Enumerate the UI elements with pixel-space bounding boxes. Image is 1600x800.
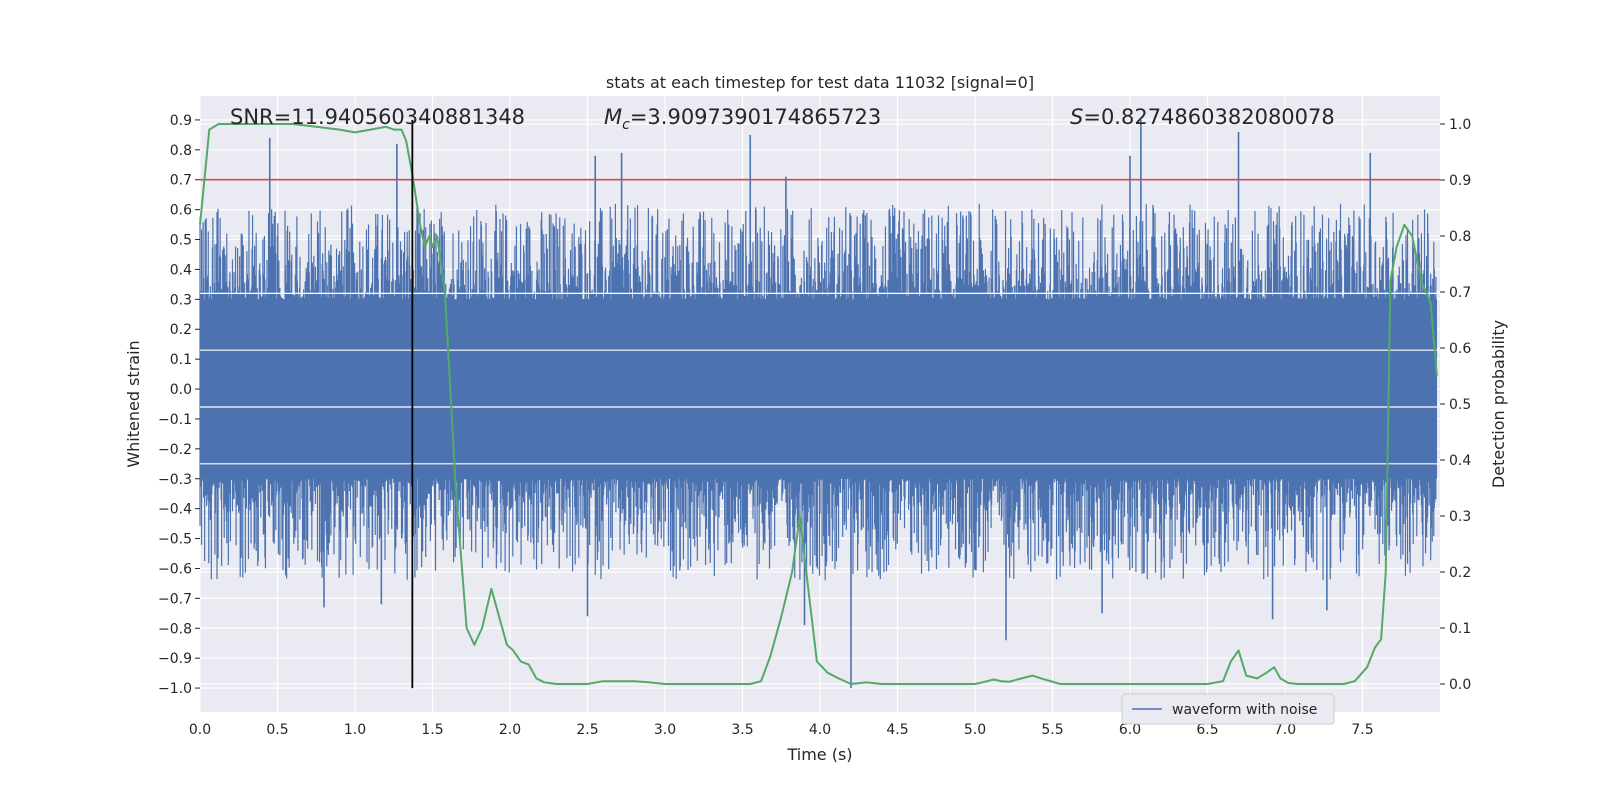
x-tick-label: 2.0 [499,722,521,738]
y-right-tick-label: 0.5 [1449,397,1471,413]
y-left-tick-label: 0.3 [170,292,192,308]
y-left-tick-label: −0.4 [158,502,192,518]
mc-annotation: Mc=3.9097390174865723 [604,105,881,133]
mc-subscript: c [622,117,630,133]
x-tick-label: 3.5 [731,722,753,738]
x-tick-label: 3.0 [654,722,676,738]
y-left-tick-label: 0.0 [170,382,192,398]
y-left-tick-label: −0.1 [158,412,192,428]
y-left-tick-label: 0.9 [170,113,192,129]
y-left-tick-label: −0.7 [158,591,192,607]
x-tick-label: 5.5 [1041,722,1063,738]
y-right-tick-label: 0.1 [1449,621,1471,637]
y-right-tick-label: 1.0 [1449,117,1471,133]
x-axis-ticks: 0.0 0.5 1.0 1.5 2.0 2.5 3.0 3.5 4.0 4.5 5.0 5.5 6.0 6… [189,722,1374,738]
y-left-tick-label: 0.4 [170,262,192,278]
mc-symbol: M [604,105,622,129]
y-left-tick-label: 0.1 [170,352,192,368]
x-tick-label: 1.0 [344,722,366,738]
x-axis-label: Time (s) [786,745,852,764]
waveform-series [199,119,1440,689]
y-right-tick-label: 0.3 [1449,509,1471,525]
y-left-tick-label: −1.0 [158,681,192,697]
snr-annotation: SNR=11.940560340881348 [230,105,525,129]
y-axis-right-ticks: 1.0 0.9 0.8 0.7 0.6 0.5 0.4 0.3 0.2 0.1 0.0 [1440,117,1471,693]
y-right-tick-label: 0.8 [1449,229,1471,245]
detection-probability-series [199,119,1438,689]
y-left-tick-label: 0.7 [170,173,192,189]
y-right-tick-label: 0.7 [1449,285,1471,301]
y-right-tick-label: 0.4 [1449,453,1471,469]
y-right-tick-label: 0.0 [1449,677,1471,693]
y-right-tick-label: 0.6 [1449,341,1471,357]
x-tick-label: 0.0 [189,722,211,738]
y-right-tick-label: 0.9 [1449,173,1471,189]
chart-title: stats at each timestep for test data 110… [606,73,1034,92]
x-tick-label: 4.0 [809,722,831,738]
x-tick-label: 7.5 [1351,722,1373,738]
s-annotation: S=0.8274860382080078 [1070,105,1335,129]
legend-box [1121,693,1335,725]
y-left-tick-label: −0.6 [158,561,192,577]
y-right-tick-label: 0.2 [1449,565,1471,581]
mc-value: =3.9097390174865723 [630,105,881,129]
x-tick-label: 2.5 [576,722,598,738]
y-axis-left-ticks: 0.9 0.8 0.7 0.6 0.5 0.4 0.3 0.2 0.1 0.0 −0.1 −0.2 −0… [158,113,200,697]
y-left-tick-label: 0.5 [170,233,192,249]
legend: waveform with noise [1121,693,1335,725]
y-axis-right-label: Detection probability [1489,320,1508,488]
x-tick-label: 6.5 [1196,722,1218,738]
x-tick-label: 6.0 [1119,722,1141,738]
y-left-tick-label: −0.5 [158,532,192,548]
x-tick-label: 4.5 [886,722,908,738]
s-symbol: S [1070,105,1083,129]
y-left-tick-label: 0.2 [170,322,192,338]
legend-label-waveform: waveform with noise [1172,702,1317,718]
x-tick-label: 5.0 [964,722,986,738]
y-left-tick-label: 0.6 [170,203,192,219]
y-left-tick-label: −0.8 [158,621,192,637]
y-axis-left-label: Whitened strain [124,340,143,467]
y-left-tick-label: −0.2 [158,442,192,458]
y-left-tick-label: −0.9 [158,651,192,667]
x-tick-label: 7.0 [1274,722,1296,738]
s-value: =0.8274860382080078 [1083,105,1334,129]
x-tick-label: 0.5 [266,722,288,738]
waveform-core [200,299,1437,479]
y-left-tick-label: 0.8 [170,143,192,159]
x-tick-label: 1.5 [421,722,443,738]
detection-probability-line [199,123,1438,685]
y-left-tick-label: −0.3 [158,472,192,488]
